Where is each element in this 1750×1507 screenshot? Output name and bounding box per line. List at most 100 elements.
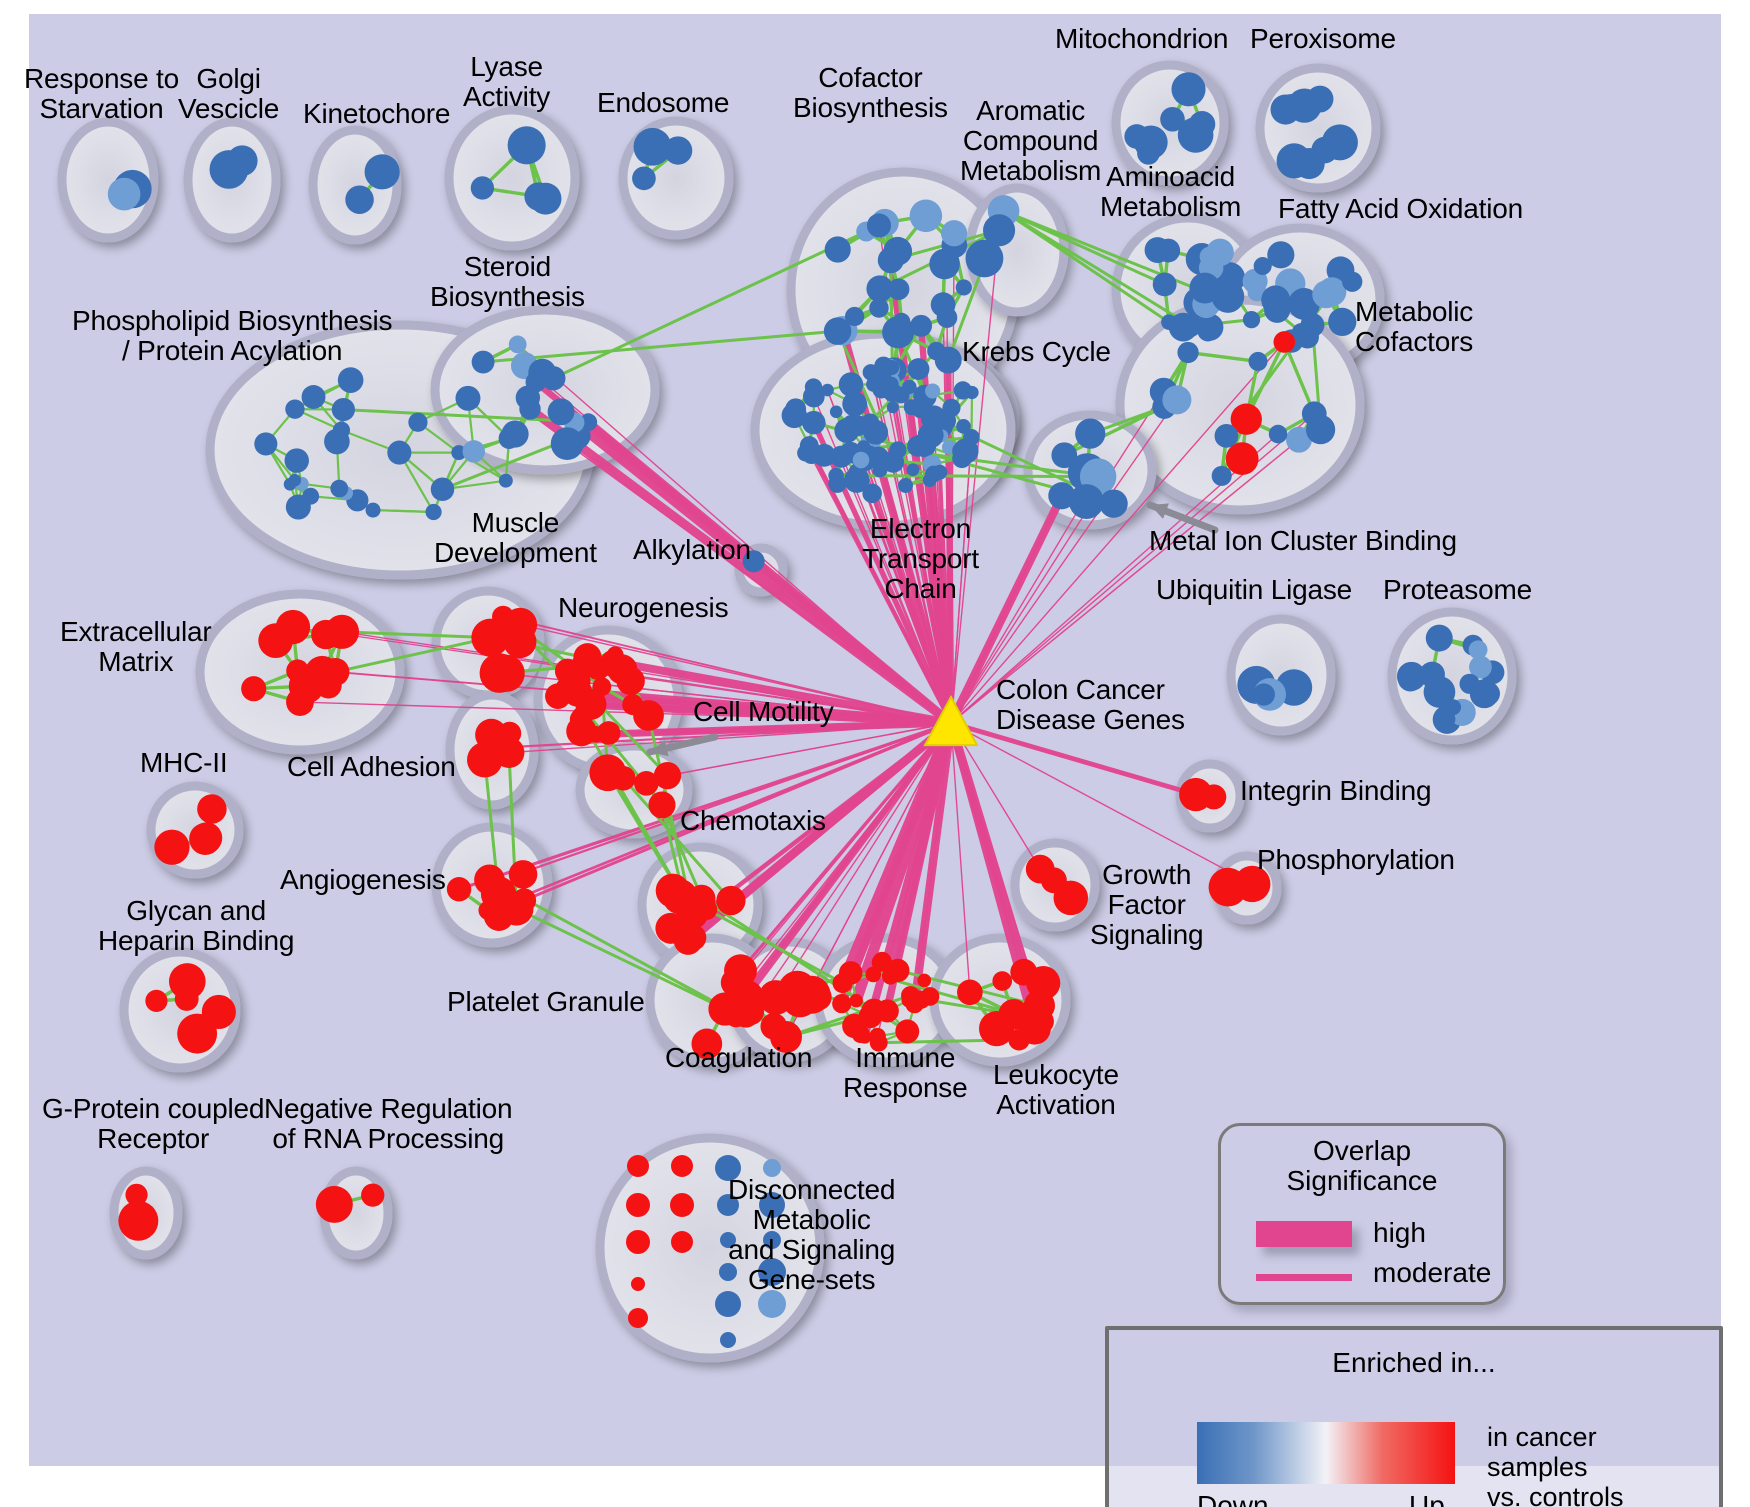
gene-set-node (174, 987, 199, 1011)
gene-set-node (998, 999, 1029, 1030)
gene-set-node (1423, 676, 1456, 708)
gene-set-node (337, 367, 364, 393)
gene-set-node (330, 479, 349, 498)
gene-set-node (288, 473, 302, 487)
gene-set-node (1152, 272, 1177, 297)
gene-set-node (189, 822, 222, 855)
gene-set-node (1252, 683, 1275, 706)
bridge-edge (341, 408, 590, 424)
gene-set-node (716, 885, 746, 916)
gene-set-node (508, 860, 538, 889)
gene-set-node (833, 446, 849, 462)
gene-set-node (241, 676, 267, 702)
bridge-edge (1002, 209, 1192, 327)
gene-set-node (862, 483, 882, 504)
edge (371, 508, 435, 514)
legend-gradient-high-label: Up (1409, 1490, 1445, 1507)
gene-set-node (804, 378, 823, 396)
gene-set-node (799, 436, 819, 456)
bridge-edge (836, 329, 898, 463)
bridge-edge (481, 329, 845, 364)
gene-set-node (1214, 424, 1239, 448)
gene-set-node (1300, 313, 1325, 338)
gene-set-node (324, 428, 350, 455)
gene-set-node (1189, 272, 1221, 304)
gene-set-node (655, 873, 690, 908)
gene-set-node (321, 657, 350, 686)
gene-set-node (866, 446, 890, 470)
gene-set-node (1248, 351, 1268, 371)
gene-set-node (286, 688, 314, 716)
gene-set-node (805, 984, 832, 1011)
gene-set-node (470, 176, 495, 200)
gene-set-nodes (107, 72, 1505, 1348)
gene-set-node (197, 794, 227, 824)
gene-set-node (1317, 277, 1347, 307)
gene-set-node (1253, 257, 1272, 276)
gene-set-node (1160, 106, 1185, 132)
gene-set-node (866, 275, 894, 303)
gene-set-node (843, 467, 870, 493)
gene-set-node (918, 422, 944, 448)
gene-set-node (1468, 640, 1488, 660)
gene-set-node (940, 220, 968, 247)
gene-set-node (913, 405, 926, 419)
gene-set-node (311, 619, 341, 650)
gene-set-node (886, 958, 910, 983)
hub-edge (775, 722, 952, 999)
gene-set-node (1171, 72, 1206, 107)
gene-set-node (983, 214, 1016, 247)
gene-set-node (145, 989, 168, 1012)
legend-color-gradient (1197, 1422, 1455, 1484)
gene-set-node (1177, 341, 1199, 364)
legend-swatch-moderate (1256, 1274, 1352, 1281)
gene-set-node (758, 980, 794, 1015)
legend-label-high: high (1373, 1217, 1426, 1248)
bridge-edge (333, 636, 492, 674)
gene-set-node (671, 1231, 693, 1253)
gene-set-node (364, 154, 400, 190)
gene-set-node (1276, 143, 1312, 179)
gene-set-node (508, 335, 527, 354)
gene-set-node (1099, 489, 1128, 518)
gene-set-node (498, 473, 513, 488)
gene-set-node (1469, 655, 1492, 679)
gene-set-node (125, 1183, 148, 1206)
gene-set-node (849, 993, 863, 1008)
gene-set-node (634, 771, 659, 796)
gene-set-node (655, 912, 687, 944)
gene-set-node (802, 410, 826, 435)
hub-edge (752, 560, 952, 724)
gene-set-node (781, 402, 807, 429)
gene-set-node (1264, 296, 1291, 323)
gene-set-node (889, 441, 907, 459)
gene-set-node (844, 306, 865, 327)
hub-edge (913, 722, 952, 1005)
hub-edge (583, 653, 956, 728)
hub-edge (486, 721, 953, 912)
gene-set-node (1270, 94, 1301, 125)
hub-edge (860, 459, 952, 724)
gene-set-node (742, 550, 765, 573)
edge (1282, 340, 1316, 416)
legend-enriched-in: Enriched in... Down Up in cancer samples… (1105, 1326, 1723, 1507)
gene-set-node (471, 618, 510, 657)
gene-set-node (957, 979, 983, 1006)
gene-set-node (1208, 867, 1248, 907)
gene-set-node (626, 1230, 650, 1254)
hub-edge (743, 720, 954, 1001)
gene-set-node (1268, 424, 1288, 444)
edge (1186, 350, 1260, 364)
hub-edge (950, 436, 973, 724)
gene-set-node (992, 971, 1013, 991)
pointer-arrows (646, 501, 1219, 757)
gene-set-node (907, 358, 930, 381)
gene-set-node (895, 1019, 920, 1044)
gene-set-node (1053, 880, 1089, 916)
gene-set-node (869, 298, 889, 318)
gene-set-node (838, 372, 864, 397)
hub-edge (950, 722, 1253, 885)
hub-edge (837, 719, 955, 1008)
hub-triangle-marker (923, 694, 979, 747)
gene-set-node (936, 307, 958, 328)
